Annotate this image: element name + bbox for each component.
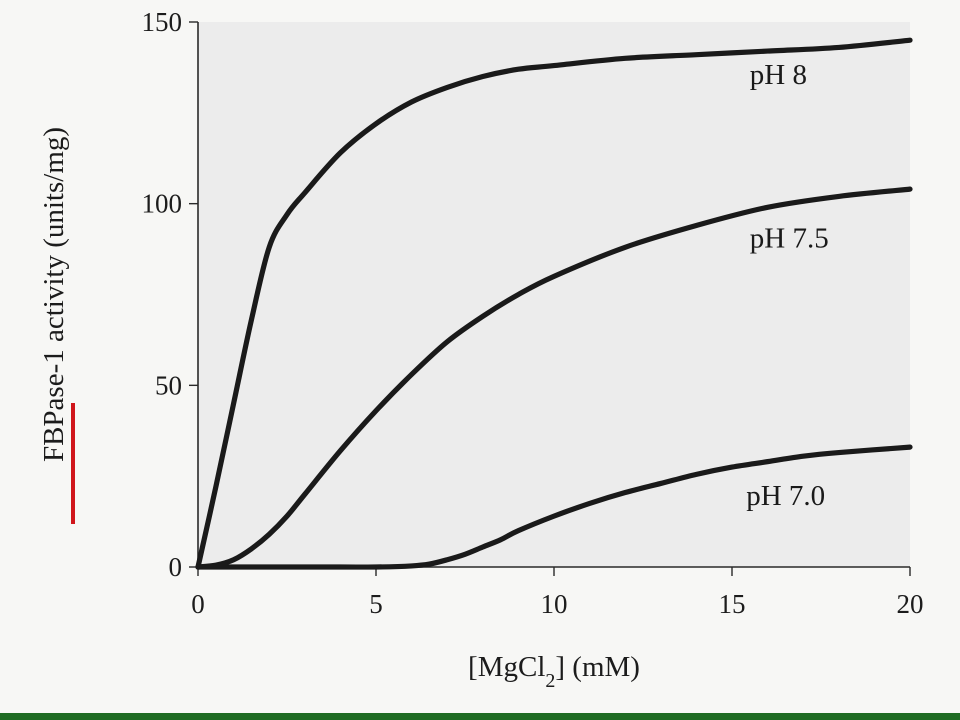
x-tick-label: 5 [369, 589, 383, 619]
x-axis-title-main: [MgCl [468, 651, 545, 683]
y-axis-title: FBPase-1 activity (units/mg) [38, 127, 70, 462]
x-axis-title-subscript: 2 [545, 670, 555, 692]
x-tick-label: 15 [719, 589, 746, 619]
y-axis-title-underline [71, 403, 75, 524]
x-axis-title: [MgCl2] (mM) [468, 651, 640, 692]
y-tick-label: 50 [155, 370, 182, 400]
bottom-bar [0, 713, 960, 720]
series-label: pH 7.0 [746, 480, 825, 512]
series-label: pH 7.5 [750, 222, 829, 254]
series-labels: pH 8 pH 7.5 pH 7.0 [746, 59, 829, 512]
x-axis-title-unit: ] (mM) [555, 651, 640, 683]
y-tick-label: 100 [142, 189, 183, 219]
x-tick-label: 0 [191, 589, 205, 619]
y-tick-label: 0 [169, 552, 183, 582]
series-line-ph-7-5 [195, 186, 913, 570]
x-tick-label: 20 [897, 589, 924, 619]
series-line-ph-7-0 [195, 444, 913, 570]
x-tick-label: 10 [541, 589, 568, 619]
series-label: pH 8 [750, 59, 807, 91]
series-line-ph-8 [195, 37, 913, 570]
axes: 0 50 100 150 0 5 10 15 20 [142, 7, 924, 619]
series-group [195, 37, 913, 570]
y-tick-label: 150 [142, 7, 183, 37]
